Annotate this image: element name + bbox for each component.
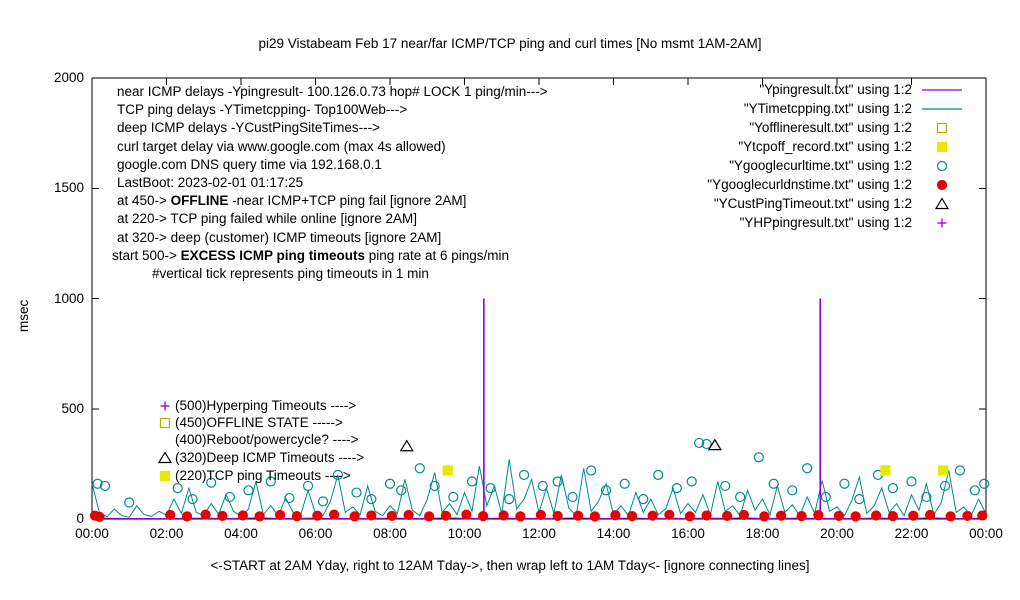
filled-circle-icon [936,179,948,190]
y-tick-label: 500 [61,400,84,416]
annotation-line: LastBoot: 2023-02-01 01:17:25 [117,175,304,191]
plus-icon [937,218,947,227]
y-tick-label: 0 [76,511,84,526]
x-tick-label: 06:00 [298,526,333,541]
y-axis-label: msec [16,299,31,332]
annotation-line: at 220-> TCP ping failed while online [i… [117,211,418,227]
open-circle-icon [936,160,948,171]
annotation-line: start 500-> EXCESS ICMP ping timeouts pi… [112,247,510,263]
line-sample-icon [922,107,962,110]
legend-item: "Ytcpoff_record.txt" using 1:2 [707,137,964,156]
annotation-line: deep ICMP delays -YCustPingSiteTimes---> [117,120,380,136]
spacer-icon [158,432,172,448]
annotation-line: curl target delay via www.google.com (ma… [117,138,446,154]
filled-square-icon [936,141,948,152]
legend-item: "Ypingresult.txt" using 1:2 [707,80,964,99]
plus-icon [160,401,170,410]
chart-title: pi29 Vistabeam Feb 17 near/far ICMP/TCP … [258,36,762,51]
annotation-line: at 320-> deep (customer) ICMP timeouts [… [117,229,442,245]
annotation-line: near ICMP delays -Ypingresult- 100.126.0… [117,84,548,99]
x-tick-label: 10:00 [447,526,482,541]
x-tick-label: 14:00 [596,526,631,541]
annotation-line: #vertical tick represents ping timeouts … [152,266,429,282]
x-tick-label: 08:00 [373,526,407,541]
line-sample-icon [922,88,962,91]
y-tick-label: 1500 [53,180,84,196]
x-tick-label: 16:00 [671,526,705,541]
legend-item: "Yofflineresult.txt" using 1:2 [707,118,964,137]
legend-item: "YTimetcpping.txt" using 1:2 [707,99,964,118]
annotation-line: TCP ping delays -YTimetcpping- Top100Web… [117,102,408,118]
y-tick-label: 2000 [53,70,84,85]
threshold-label-220: (220)TCP ping Timeouts ----> [158,467,351,484]
x-tick-label: 00:00 [969,526,1003,541]
threshold-label-450: (450)OFFLINE STATE -----> [158,414,343,431]
x-tick-label: 02:00 [149,526,184,541]
x-tick-label: 22:00 [894,526,929,541]
y-tick-label: 1000 [53,290,84,306]
annotation-line: at 450-> OFFLINE -near ICMP+TCP ping fai… [117,193,467,209]
threshold-label-500: (500)Hyperping Timeouts ----> [158,397,356,414]
legend-item: "Ygooglecurldnstime.txt" using 1:2 [707,175,964,194]
x-tick-label: 20:00 [820,526,854,541]
legend-item: "Ygooglecurltime.txt" using 1:2 [707,156,964,175]
open-square-icon [159,417,171,428]
legend-item: "YCustPingTimeout.txt" using 1:2 [707,194,964,213]
legend: "Ypingresult.txt" using 1:2 "YTimetcppin… [707,80,964,232]
threshold-label-320: (320)Deep ICMP Timeouts ----> [158,449,364,466]
threshold-label-400: (400)Reboot/powercycle? ----> [158,431,358,448]
filled-square-icon [159,470,171,481]
annotation-block: near ICMP delays -Ypingresult- 100.126.0… [112,83,548,283]
x-tick-label: 12:00 [522,526,556,541]
legend-item: "YHPpingresult.txt" using 1:2 [707,213,964,232]
triangle-icon [158,450,172,463]
annotation-line: google.com DNS query time via 192.168.0.… [117,156,382,172]
open-square-icon [936,122,948,133]
x-tick-label: 18:00 [745,526,780,541]
x-axis-caption: <-START at 2AM Yday, right to 12AM Tday-… [210,558,810,573]
x-tick-label: 04:00 [224,526,258,541]
triangle-icon [934,196,950,209]
x-tick-label: 00:00 [75,526,109,541]
